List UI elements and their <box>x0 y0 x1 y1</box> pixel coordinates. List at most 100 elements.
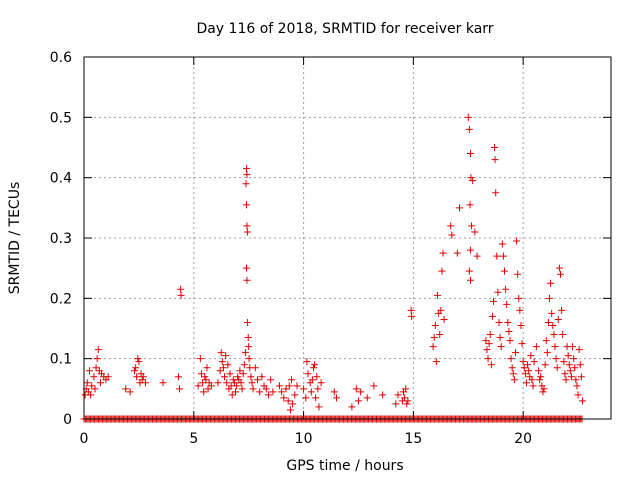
data-point <box>221 373 229 381</box>
data-point <box>403 400 411 408</box>
data-point <box>467 174 475 182</box>
data-point <box>199 379 207 387</box>
data-point <box>492 189 500 197</box>
x-tick-label: 0 <box>80 431 89 447</box>
data-point <box>510 376 518 384</box>
y-tick-label: 0.6 <box>50 50 72 66</box>
data-point <box>90 373 98 381</box>
data-point <box>197 370 205 378</box>
data-point <box>83 379 91 387</box>
data-point <box>575 346 583 354</box>
data-point <box>289 400 297 408</box>
data-point <box>432 358 440 366</box>
data-point <box>501 267 509 275</box>
data-point <box>196 355 204 363</box>
data-point <box>217 349 225 357</box>
data-point <box>251 364 259 372</box>
data-point <box>508 364 516 372</box>
marks-layer <box>80 113 586 423</box>
data-point <box>286 406 294 414</box>
data-point <box>511 349 519 357</box>
data-point <box>275 382 283 390</box>
data-point <box>561 370 569 378</box>
data-point <box>104 373 112 381</box>
data-point <box>558 306 566 314</box>
plot-frame <box>83 56 612 420</box>
data-point <box>525 367 533 375</box>
data-point <box>394 391 402 399</box>
data-point <box>317 379 325 387</box>
data-point <box>243 276 251 284</box>
data-point <box>258 373 266 381</box>
data-point <box>214 379 222 387</box>
data-point <box>126 388 134 396</box>
data-point <box>483 346 491 354</box>
data-point <box>288 376 296 384</box>
data-point <box>85 367 93 375</box>
data-point <box>491 144 499 151</box>
data-point <box>216 367 224 375</box>
data-point <box>516 306 524 314</box>
data-point <box>94 346 102 354</box>
data-point <box>238 385 246 393</box>
ticks-layer: 0 0.1 0.2 0.3 0.4 0.5 0.6 0 5 10 15 20 <box>50 50 611 447</box>
data-point <box>553 364 561 372</box>
data-point <box>293 382 301 390</box>
data-point <box>537 373 545 381</box>
data-point <box>122 385 130 393</box>
data-point <box>555 264 563 272</box>
data-point <box>532 343 540 351</box>
data-point <box>509 370 517 378</box>
data-point <box>370 382 378 390</box>
data-point <box>554 315 562 323</box>
data-point <box>243 222 251 230</box>
data-point <box>203 364 211 372</box>
data-point <box>519 358 527 366</box>
data-point <box>159 379 167 387</box>
data-point <box>269 388 277 396</box>
data-point <box>468 222 476 230</box>
data-point <box>247 373 255 381</box>
data-point <box>521 370 529 378</box>
data-point <box>139 373 147 381</box>
data-point <box>466 246 474 254</box>
data-point <box>502 285 510 293</box>
data-point <box>244 228 252 236</box>
data-point <box>560 358 568 366</box>
data-point <box>134 355 142 363</box>
data-point <box>473 252 481 260</box>
y-axis-label: SRMTID / TECUs <box>7 182 23 295</box>
data-point <box>503 300 511 308</box>
data-point <box>495 318 503 326</box>
data-point <box>363 394 371 402</box>
data-point <box>311 361 319 369</box>
data-point <box>177 291 185 299</box>
data-point <box>357 388 365 396</box>
data-point <box>576 361 584 369</box>
data-point <box>530 358 538 366</box>
data-point <box>303 358 311 366</box>
y-tick-label: 0.1 <box>50 352 72 368</box>
data-point <box>497 343 505 351</box>
data-point <box>499 252 507 260</box>
data-point <box>204 385 212 393</box>
data-point <box>256 388 264 396</box>
data-point <box>488 312 496 320</box>
data-point <box>430 334 438 342</box>
data-point <box>233 382 241 390</box>
data-point <box>569 343 577 351</box>
data-point <box>284 397 292 405</box>
data-point <box>202 376 210 384</box>
data-point <box>282 385 290 393</box>
data-point <box>514 270 522 278</box>
data-point <box>490 297 498 305</box>
data-point <box>242 165 250 173</box>
data-point <box>544 318 552 326</box>
data-point <box>309 364 317 372</box>
data-point <box>404 397 412 405</box>
data-point <box>515 294 523 302</box>
data-point <box>88 382 96 390</box>
data-point <box>440 315 448 323</box>
data-point <box>578 397 586 405</box>
